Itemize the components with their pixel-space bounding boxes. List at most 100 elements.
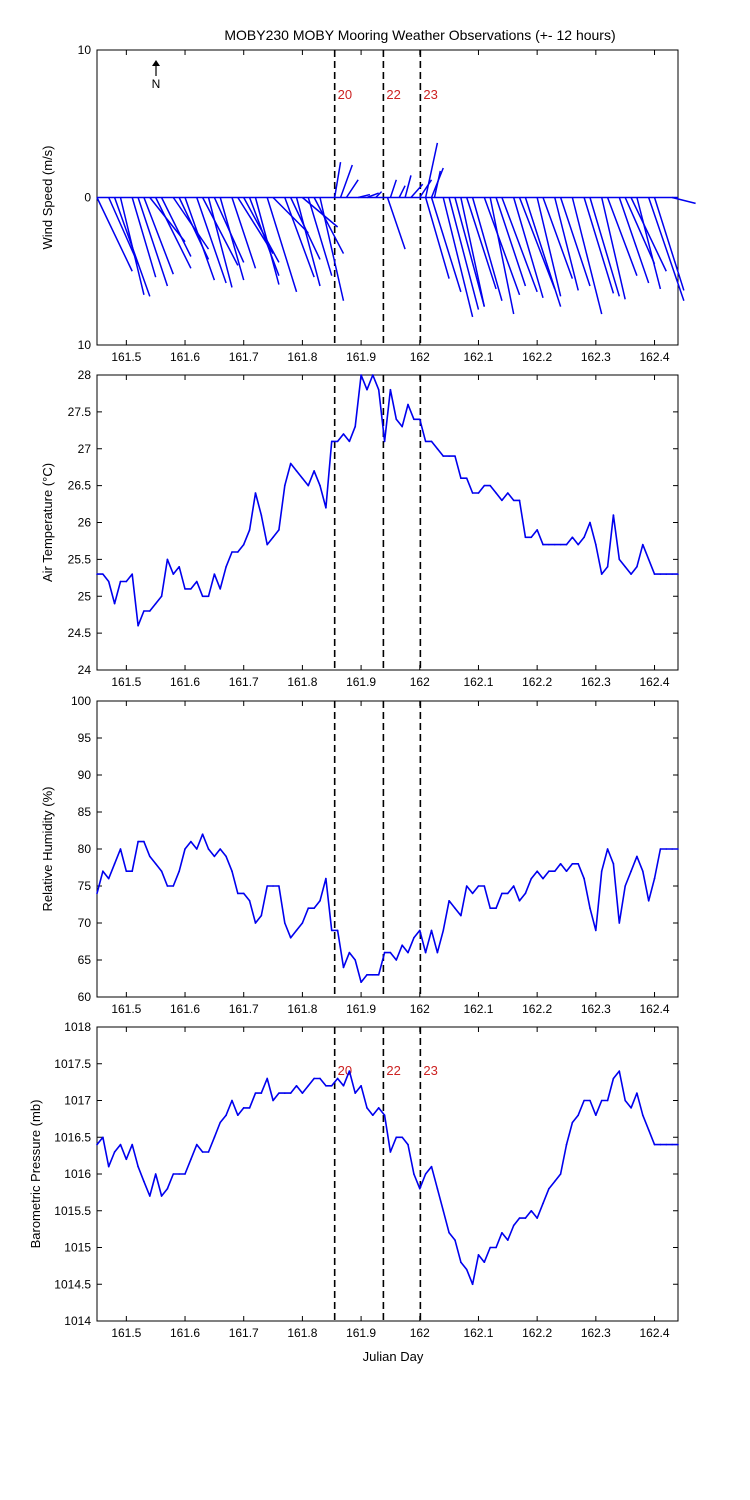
y-tick-label: 95	[78, 731, 92, 745]
wind-vector	[424, 197, 450, 279]
data-point	[548, 543, 550, 546]
data-point	[659, 573, 662, 575]
data-point	[330, 440, 333, 443]
data-point	[624, 565, 626, 568]
x-tick-label: 161.9	[346, 675, 376, 689]
data-point	[653, 573, 656, 575]
data-point	[512, 499, 515, 502]
data-point	[589, 907, 591, 909]
wind-vector	[618, 197, 650, 284]
x-tick-label: 161.7	[229, 350, 259, 364]
data-point	[559, 543, 562, 546]
wind-vector	[454, 197, 486, 307]
data-point	[213, 573, 216, 575]
y-tick-label: 75	[78, 879, 92, 893]
data-point	[501, 892, 503, 895]
data-point	[401, 425, 403, 428]
data-point	[348, 951, 351, 954]
data-point	[172, 573, 175, 575]
x-tick-label: 162.3	[581, 1002, 611, 1016]
data-point	[407, 1143, 409, 1146]
y-tick-label: 1016.5	[54, 1130, 91, 1144]
y-tick-label: 100	[71, 694, 91, 708]
data-point	[201, 1151, 204, 1153]
data-point	[360, 1085, 362, 1087]
data-point	[119, 848, 122, 850]
data-point	[377, 974, 380, 976]
wind-vector	[501, 197, 538, 293]
data-point	[489, 484, 492, 487]
x-tick-label: 161.9	[346, 1326, 376, 1340]
wind-vector	[307, 197, 333, 276]
x-tick-label: 161.8	[287, 350, 317, 364]
data-point	[677, 848, 679, 850]
wind-vector	[424, 142, 439, 198]
wind-vector	[559, 197, 591, 287]
data-point	[477, 1254, 480, 1256]
data-point	[213, 1136, 216, 1139]
data-point	[477, 885, 480, 887]
data-point	[219, 848, 222, 850]
marker-label: 20	[338, 87, 352, 102]
data-point	[319, 484, 321, 487]
data-point	[630, 573, 632, 575]
x-tick-label: 161.6	[170, 1002, 200, 1016]
x-tick-label: 161.9	[346, 350, 376, 364]
data-point	[577, 863, 580, 865]
data-point	[336, 1077, 339, 1080]
data-point	[366, 974, 368, 976]
data-point	[553, 1180, 556, 1183]
panel-3: 60 65 70 75 80 85 90 95 100 161.5 161.6 161.7 161.8 1…	[40, 694, 679, 1016]
data-point	[618, 558, 621, 561]
data-point	[436, 1187, 439, 1190]
wind-vector	[284, 197, 315, 278]
wind-vector	[295, 197, 321, 287]
data-point	[313, 470, 315, 472]
data-point	[307, 1085, 310, 1087]
wind-vector	[653, 197, 685, 291]
data-point	[354, 425, 357, 428]
data-point	[131, 870, 134, 872]
x-tick-label: 162.3	[581, 675, 611, 689]
wind-vector	[442, 197, 474, 318]
data-point	[512, 1224, 515, 1227]
data-point	[113, 863, 116, 865]
wind-vector	[389, 179, 398, 198]
data-point	[107, 1165, 110, 1168]
data-point	[536, 870, 538, 872]
data-point	[377, 1107, 380, 1109]
data-point	[501, 499, 503, 502]
data-point	[143, 610, 145, 612]
data-point	[266, 1077, 268, 1080]
data-point	[624, 885, 626, 887]
wind-vector	[471, 197, 503, 301]
data-point	[178, 565, 180, 568]
wind-vector	[630, 197, 667, 272]
y-tick-label: 65	[78, 953, 92, 967]
y-tick-label: 1015	[64, 1241, 91, 1255]
x-tick-label: 162.1	[463, 1002, 493, 1016]
data-point	[589, 521, 591, 524]
x-tick-label: 162	[410, 675, 430, 689]
x-tick-label: 162.2	[522, 350, 552, 364]
wind-vector	[433, 170, 442, 198]
data-point	[401, 1136, 403, 1139]
data-point	[330, 1085, 333, 1087]
data-point	[342, 433, 345, 435]
wind-vector	[313, 197, 345, 254]
y-tick-label: 1017	[64, 1094, 91, 1108]
data-point	[372, 1114, 374, 1116]
y-axis-label: Wind Speed (m/s)	[40, 145, 55, 249]
data-point	[518, 1217, 521, 1219]
data-point	[190, 1158, 192, 1161]
data-point	[166, 558, 169, 561]
data-point	[260, 914, 263, 917]
data-point	[383, 951, 386, 954]
data-point	[278, 885, 280, 887]
data-point	[477, 492, 480, 494]
data-point	[389, 1151, 392, 1153]
wind-vector	[636, 197, 662, 290]
data-point	[377, 388, 380, 391]
data-point	[248, 900, 251, 902]
panel-1: 10 0 10 161.5 161.6 161.7 161.8 161.9 162 162.1 16…	[40, 43, 696, 364]
